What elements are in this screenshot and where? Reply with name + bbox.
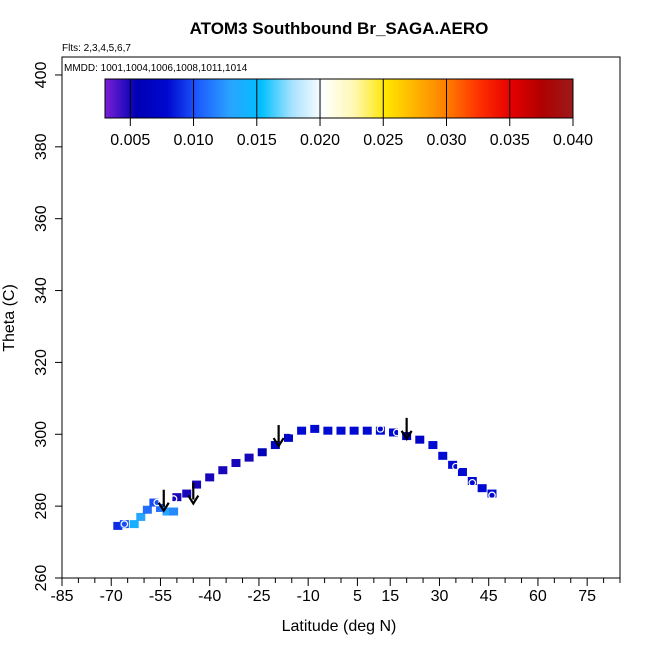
chart-title: ATOM3 Southbound Br_SAGA.AERO xyxy=(190,19,489,38)
y-tick-label: 320 xyxy=(33,349,50,376)
data-arrow xyxy=(272,425,285,449)
data-cell xyxy=(182,489,192,498)
data-marker xyxy=(468,478,477,487)
data-cell xyxy=(375,426,385,435)
colorbar-gradient xyxy=(104,78,574,119)
x-tick-label: 75 xyxy=(578,588,596,605)
x-tick-label: 5 xyxy=(353,588,362,605)
data-marker xyxy=(376,425,385,433)
data-cell xyxy=(323,426,333,435)
data-cell xyxy=(415,435,425,444)
x-tick-label: -10 xyxy=(297,588,320,605)
data-marker xyxy=(153,498,161,507)
colorbar-tick-label: 0.015 xyxy=(237,132,277,149)
data-marker xyxy=(169,495,178,503)
data-marker xyxy=(488,491,496,500)
y-tick-label: 400 xyxy=(33,62,50,89)
data-markers xyxy=(120,425,496,528)
colorbar-ticks: 0.005 0.010 0.015 0.020 0.025 0.030 0.035 0.040 xyxy=(110,79,593,149)
data-marker xyxy=(392,428,401,437)
data-cell xyxy=(467,476,477,485)
y-tick-label: 360 xyxy=(33,205,50,232)
x-tick-label: -55 xyxy=(149,588,172,605)
y-tick-label: 340 xyxy=(33,277,50,304)
data-cell xyxy=(113,521,123,530)
colorbar-tick-label: 0.035 xyxy=(490,132,530,149)
data-cell xyxy=(477,484,487,493)
data-cell xyxy=(283,433,293,442)
x-tick-label: -85 xyxy=(50,588,73,605)
data-cell xyxy=(192,480,202,489)
data-arrow xyxy=(400,417,413,441)
data-cell xyxy=(297,426,307,435)
x-tick-label: -40 xyxy=(198,588,221,605)
data-cell xyxy=(310,424,320,433)
data-cell xyxy=(362,426,372,435)
data-cell xyxy=(402,432,412,441)
colorbar-tick-label: 0.025 xyxy=(363,132,403,149)
data-cell xyxy=(270,441,280,450)
data-arrow xyxy=(157,489,170,513)
colorbar-tick-label: 0.005 xyxy=(110,132,150,149)
data-cell xyxy=(244,453,254,462)
x-tick-label: 15 xyxy=(381,588,399,605)
data-cell xyxy=(438,451,448,460)
y-tick-label: 260 xyxy=(33,565,50,592)
y-tick-label: 300 xyxy=(33,421,50,448)
data-cell xyxy=(218,466,228,475)
data-arrows xyxy=(157,417,413,513)
colorbar-tick-label: 0.010 xyxy=(174,132,214,149)
colorbar-tick-label: 0.040 xyxy=(553,132,593,149)
data-cell xyxy=(119,520,129,529)
data-cell xyxy=(162,507,172,516)
x-tick-label: 60 xyxy=(529,588,547,605)
data-cell xyxy=(257,448,267,457)
x-tick-label: -70 xyxy=(100,588,123,605)
data-cell xyxy=(487,489,497,498)
x-axis: -85 -70 -55 -40 -25 -10 5 15 30 45 60 75 xyxy=(50,578,621,605)
x-tick-label: -25 xyxy=(247,588,270,605)
x-tick-label: 30 xyxy=(431,588,449,605)
x-axis-label: Latitude (deg N) xyxy=(282,618,397,635)
data-arrow xyxy=(187,482,200,506)
data-cell xyxy=(129,520,139,529)
data-cell xyxy=(349,426,359,435)
data-cell xyxy=(231,459,241,468)
flights-annotation: Flts: 2,3,4,5,6,7 xyxy=(62,43,131,54)
data-cells xyxy=(113,424,497,530)
data-marker xyxy=(452,462,460,471)
data-marker xyxy=(120,520,129,528)
y-axis: 260 280 300 320 340 360 380 400 xyxy=(33,62,62,592)
x-tick-label: 45 xyxy=(480,588,498,605)
data-cell xyxy=(336,426,346,435)
colorbar: 0.005 0.010 0.015 0.020 0.025 0.030 0.035 0.040 xyxy=(104,78,593,149)
colorbar-tick-label: 0.030 xyxy=(426,132,466,149)
y-tick-label: 380 xyxy=(33,133,50,160)
data-cell xyxy=(428,441,438,450)
data-cell xyxy=(155,503,165,512)
y-tick-label: 280 xyxy=(33,493,50,520)
data-cell xyxy=(169,507,179,516)
y-axis-label: Theta (C) xyxy=(1,284,18,352)
data-cell xyxy=(142,505,152,514)
data-cell xyxy=(205,473,215,482)
data-cell xyxy=(457,468,467,477)
colorbar-tick-label: 0.020 xyxy=(300,132,340,149)
dates-annotation: MMDD: 1001,1004,1006,1008,1011,1014 xyxy=(64,63,248,74)
data-cell xyxy=(136,512,146,521)
data-marker xyxy=(287,426,296,435)
